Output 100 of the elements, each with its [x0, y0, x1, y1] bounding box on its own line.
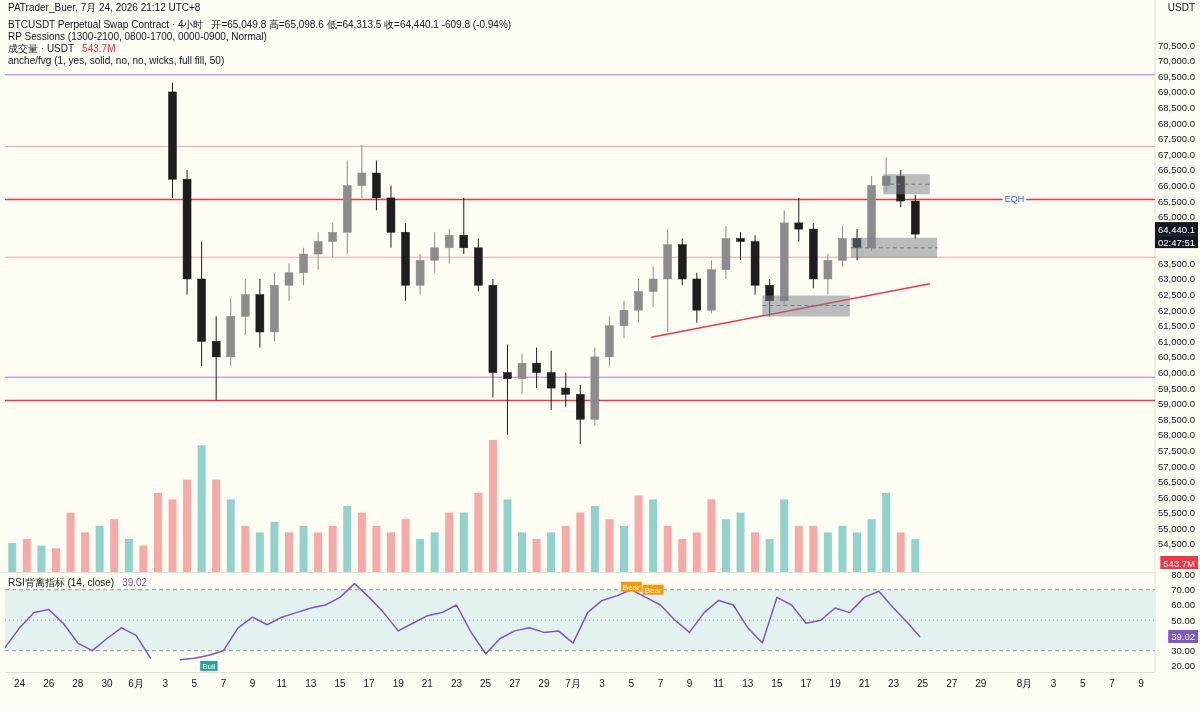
y-tick-label: 70,500.0: [1158, 39, 1195, 51]
bar: [255, 532, 264, 572]
x-tick-label: 28: [72, 678, 84, 689]
x-tick-label: 13: [742, 678, 754, 689]
x-tick-label: 7: [220, 678, 227, 689]
bar: [445, 512, 454, 572]
x-tick-label: 19: [392, 678, 405, 689]
bar: [226, 499, 235, 572]
candlestick: [532, 347, 541, 389]
bar: [605, 519, 614, 572]
y-tick-label: 70,000.0: [1158, 55, 1195, 67]
x-tick-label: 13: [305, 678, 317, 689]
bar: [634, 495, 643, 572]
bar: [37, 545, 46, 572]
y-tick-label: 80.00: [1171, 569, 1195, 581]
y-tick-label: 60.00: [1171, 599, 1195, 611]
y-tick-label: 70.00: [1171, 584, 1195, 596]
y-tick-label: 55,000.0: [1158, 522, 1195, 534]
bar: [692, 532, 701, 572]
bar: [678, 539, 687, 572]
bar: [168, 499, 177, 572]
y-tick-label: 67,500.0: [1158, 133, 1195, 145]
x-tick-label: 29: [975, 678, 987, 689]
y-tick-label: 68,500.0: [1158, 102, 1195, 114]
y-tick-label: 65,500.0: [1158, 195, 1195, 207]
y-tick-label: 56,000.0: [1158, 491, 1195, 503]
x-tick-label: 11: [713, 678, 725, 689]
bar: [270, 521, 279, 572]
bar: [620, 525, 628, 572]
bar: [95, 525, 104, 572]
chart-title: 成交量 · USDT: [8, 43, 75, 54]
y-tick-label: 59,000.0: [1158, 398, 1195, 410]
y-tick-label: 66,500.0: [1158, 164, 1195, 176]
text: 02:47:51: [1158, 236, 1195, 248]
y-tick-label: 62,500.0: [1158, 289, 1195, 301]
bar: [532, 539, 541, 572]
y-tick-label: 63,500.0: [1158, 257, 1195, 269]
bar: [124, 539, 133, 572]
bar: [561, 525, 570, 572]
x-tick-label: 7: [1109, 678, 1116, 689]
x-tick-label: 30: [101, 678, 113, 689]
candlestick: [459, 197, 469, 255]
x-tick-label: 17: [363, 678, 376, 689]
candlestick: [852, 228, 862, 261]
bar: [299, 525, 308, 572]
y-tick-label: 58,000.0: [1158, 429, 1195, 441]
candlestick: [284, 262, 294, 302]
bar: [780, 499, 789, 572]
x-tick-label: 5: [191, 678, 198, 689]
x-tick-label: 25: [917, 678, 929, 689]
bar: [212, 479, 221, 572]
candlestick: [430, 231, 439, 274]
bar: [328, 525, 337, 572]
bar: [66, 512, 75, 572]
candlestick: [881, 156, 891, 193]
annotation: PATrader_Buer, 7月 24, 2026 21:12 UTC+8: [8, 2, 201, 13]
candlestick: [794, 197, 804, 243]
candlestick: [634, 278, 643, 324]
x-tick-label: 6月: [128, 678, 144, 689]
x-tick-label: 11: [276, 678, 288, 689]
y-tick-label: 50.00: [1171, 614, 1195, 626]
candlestick: [313, 231, 323, 271]
x-tick-label: 24: [14, 678, 26, 689]
bar: [838, 525, 847, 572]
bar: [576, 512, 585, 572]
x-tick-label: 3: [599, 678, 606, 689]
bar: [416, 539, 425, 572]
y-tick-label: 61,500.0: [1158, 320, 1195, 332]
x-tick-label: 15: [334, 678, 346, 689]
bar: [285, 532, 294, 572]
candlestick: [357, 144, 367, 199]
y-tick-label: 57,000.0: [1158, 460, 1195, 472]
bar: [649, 499, 658, 572]
bar: [896, 532, 905, 572]
x-tick-label: 9: [686, 678, 693, 689]
text: 39.02: [1171, 631, 1195, 643]
x-tick-label: 7: [657, 678, 664, 689]
candlestick: [211, 315, 221, 402]
x-tick-label: 27: [946, 678, 958, 689]
text: BTCUSDT Perpetual Swap Contract · 4小时: [8, 19, 204, 30]
bar: [430, 532, 439, 572]
x-tick-label: 3: [162, 678, 169, 689]
bar: [372, 525, 381, 572]
candlestick: [838, 225, 847, 268]
x-tick-label: 7月: [565, 678, 581, 689]
candlestick: [765, 278, 774, 317]
x-tick-label: 23: [450, 678, 463, 689]
text: 开=65,049.8 高=65,098.6 低=64,313.5 收=64,440.1 -609.8 (-0.94%): [211, 19, 512, 30]
bar: [8, 542, 17, 572]
candlestick: [517, 353, 527, 395]
bar: [459, 512, 468, 572]
bar: [518, 532, 527, 572]
bar: [401, 519, 410, 572]
x-tick-label: 26: [43, 678, 55, 689]
bar: [911, 539, 920, 572]
annotation: Bear: [644, 585, 662, 595]
bar: [823, 532, 832, 572]
bar: [853, 532, 862, 572]
x-tick-label: 5: [628, 678, 635, 689]
x-tick-label: 9: [249, 678, 256, 689]
